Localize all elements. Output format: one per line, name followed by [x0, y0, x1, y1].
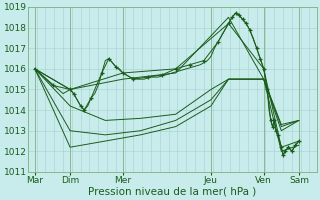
X-axis label: Pression niveau de la mer( hPa ): Pression niveau de la mer( hPa ) [88, 187, 256, 197]
